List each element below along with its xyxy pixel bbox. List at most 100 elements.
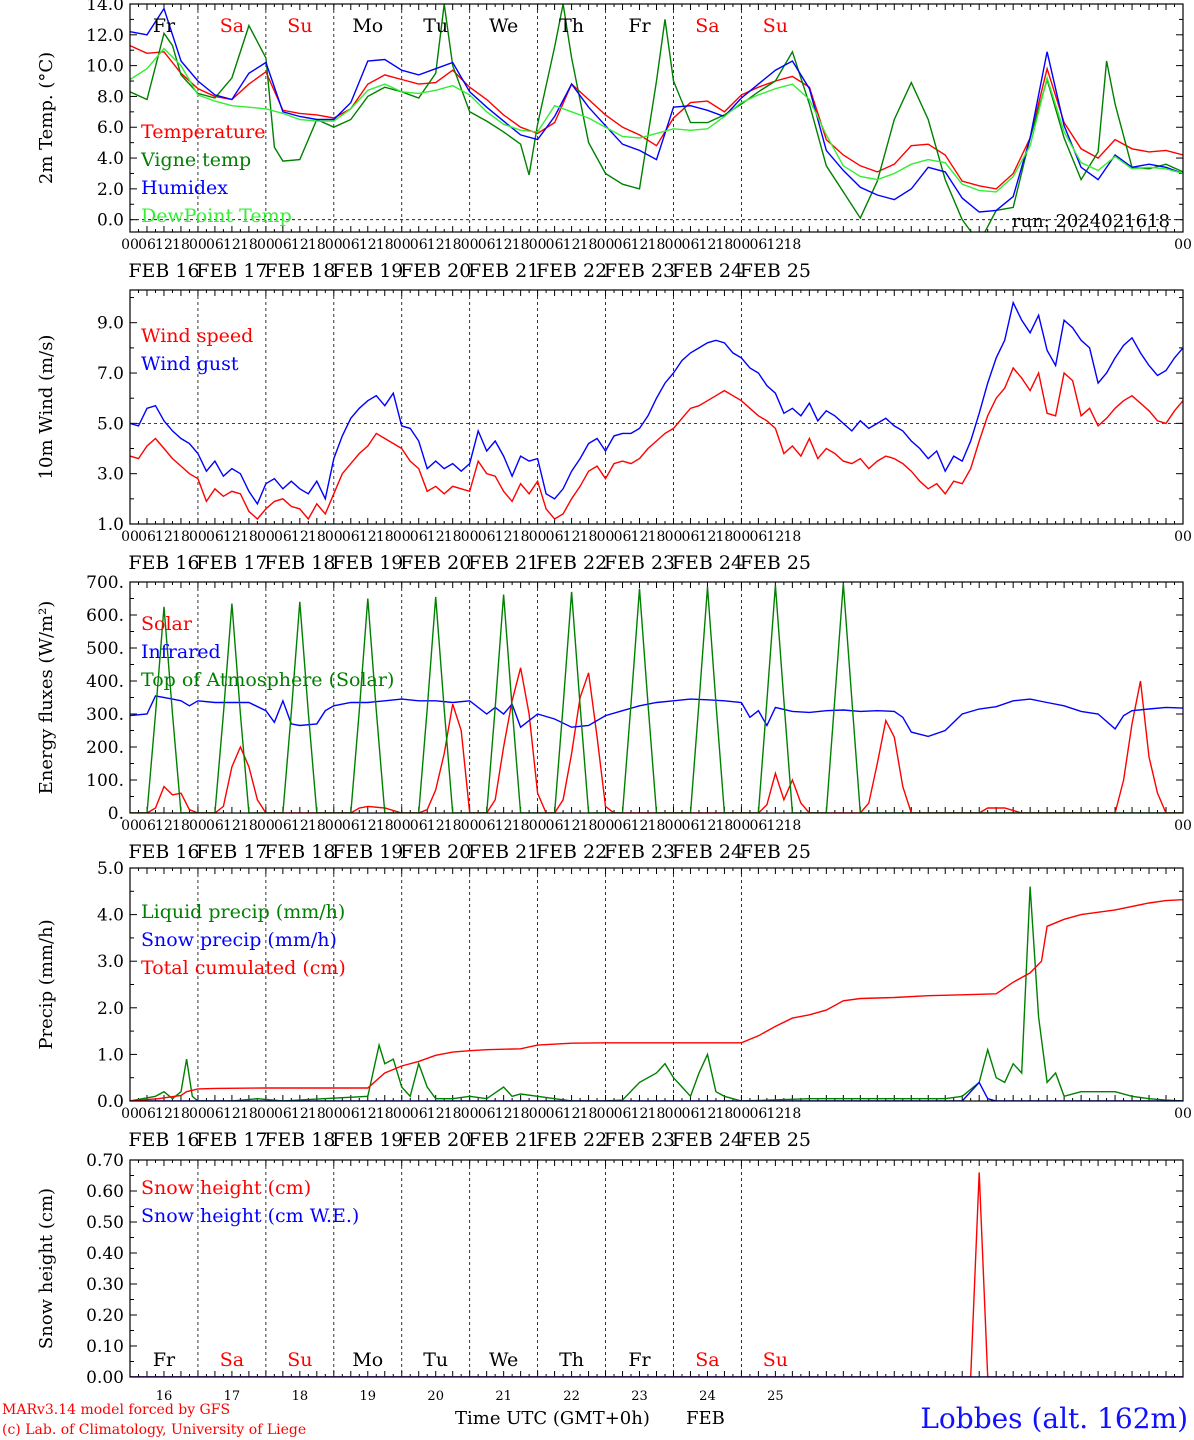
hour-tick-label: 00 [257,529,275,545]
date-label: FEB 18 [264,260,335,282]
hour-tick-label: 06 [410,818,428,834]
hour-tick-label: 12 [495,237,513,253]
hour-tick-label: 12 [155,529,173,545]
y-tick-label: 5.0 [97,859,124,879]
day-number-label: 18 [292,1389,309,1404]
y-tick-label: 0. [108,804,124,824]
weekday-label: Th [559,1349,584,1371]
weekday-label: Tu [423,1349,448,1371]
hour-tick-label: 00 [1174,237,1192,253]
date-label: FEB 16 [128,841,199,863]
hour-tick-label: 18 [376,1106,394,1122]
day-number-label: 21 [495,1389,512,1404]
date-label: FEB 25 [740,552,811,574]
hour-tick-label: 00 [597,818,615,834]
hour-tick-label: 06 [749,237,767,253]
series-line-solar [130,667,1183,813]
legend-entry: Wind gust [141,353,239,375]
weekday-label: Sa [220,1349,244,1371]
hour-tick-label: 06 [614,1106,632,1122]
date-label: FEB 20 [400,1129,471,1151]
hour-tick-label: 12 [495,818,513,834]
plot-frame [129,1159,1184,1378]
hour-tick-label: 12 [359,237,377,253]
hour-tick-label: 00 [461,529,479,545]
hour-tick-label: 00 [597,529,615,545]
legend-entry: Liquid precip (mm/h) [141,901,345,923]
hour-tick-label: 00 [325,1106,343,1122]
y-tick-label: 0.50 [86,1213,124,1233]
hour-tick-label: 18 [648,237,666,253]
date-label: FEB 21 [468,1129,539,1151]
plot-frame [129,289,1184,525]
y-tick-label: 0.40 [86,1244,124,1264]
hour-tick-label: 00 [665,237,683,253]
weekday-label: We [489,1349,518,1371]
date-label: FEB 22 [536,552,607,574]
hour-tick-label: 12 [699,1106,717,1122]
hour-tick-label: 12 [291,529,309,545]
series-line-temperature [130,44,1183,190]
plot-frame [129,867,1184,1102]
date-label: FEB 17 [196,1129,267,1151]
date-label: FEB 19 [332,841,403,863]
date-label: FEB 20 [400,841,471,863]
y-tick-label: 2.0 [97,999,124,1019]
hour-tick-label: 12 [766,818,784,834]
weekday-label: Tu [423,15,448,37]
hour-tick-label: 06 [410,237,428,253]
hour-tick-label: 12 [155,1106,173,1122]
legend-entry: Total cumulated (cm) [141,957,346,979]
date-label: FEB 16 [128,1129,199,1151]
hour-tick-label: 00 [393,529,411,545]
y-tick-label: 0.20 [86,1306,124,1326]
legend-entry: Snow precip (mm/h) [141,929,337,951]
weekday-label: Su [287,1349,312,1371]
hour-tick-label: 00 [529,1106,547,1122]
hour-tick-label: 18 [783,237,801,253]
lab-credit: (c) Lab. of Climatology, University of L… [2,1422,306,1438]
series-line-vigne-temp [130,4,1183,232]
hour-tick-label: 12 [291,818,309,834]
date-label: FEB 17 [196,552,267,574]
station-label: Lobbes (alt. 162m) [920,1402,1188,1435]
y-axis-title: Snow height (cm) [36,1188,57,1349]
date-label: FEB 17 [196,260,267,282]
y-tick-label: 14.0 [86,0,124,15]
series-line-humidex [130,6,1183,213]
hour-tick-label: 18 [716,818,734,834]
date-label: FEB 23 [604,841,675,863]
hour-tick-label: 00 [393,818,411,834]
legend-entry: Vigne temp [140,149,251,171]
hour-tick-label: 18 [308,1106,326,1122]
panel-wind: 1.0 3.0 5.0 7.0 9.0 10m Wind (m/s) Wind speed W… [36,289,1192,574]
hour-tick-label: 00 [393,237,411,253]
y-tick-label: 300. [86,705,124,725]
series-line-top-of-atmosphere-solar- [130,583,1183,813]
hour-tick-label: 06 [614,818,632,834]
hour-tick-label: 18 [240,237,258,253]
date-label: FEB 24 [672,552,743,574]
hour-tick-label: 06 [614,237,632,253]
panel-precip: 0.0 1.0 2.0 3.0 4.0 5.0 Precip (mm/h) Liquid pr… [36,859,1192,1151]
hour-tick-label: 18 [512,237,530,253]
hour-tick-label: 12 [699,818,717,834]
legend-entry: Snow height (cm W.E.) [141,1205,359,1227]
y-tick-label: 0.0 [97,211,124,231]
hour-tick-label: 00 [189,818,207,834]
hour-tick-label: 00 [461,818,479,834]
day-number-label: 19 [360,1389,377,1404]
panel-temp: 0.0 2.0 4.0 6.0 8.0 10.0 12.0 14.0 2m Temp. (°C)… [36,0,1192,282]
y-tick-label: 10.0 [86,57,124,77]
hour-tick-label: 12 [291,1106,309,1122]
y-tick-label: 12.0 [86,26,124,46]
series-line-snow-precip-mm-h- [130,1081,1183,1101]
hour-tick-label: 18 [308,237,326,253]
hour-tick-label: 12 [699,529,717,545]
hour-tick-label: 06 [546,818,564,834]
day-number-label: 25 [767,1389,784,1404]
hour-tick-label: 18 [648,1106,666,1122]
hour-tick-label: 12 [495,529,513,545]
y-tick-label: 6.0 [97,118,124,138]
hour-tick-label: 18 [580,237,598,253]
